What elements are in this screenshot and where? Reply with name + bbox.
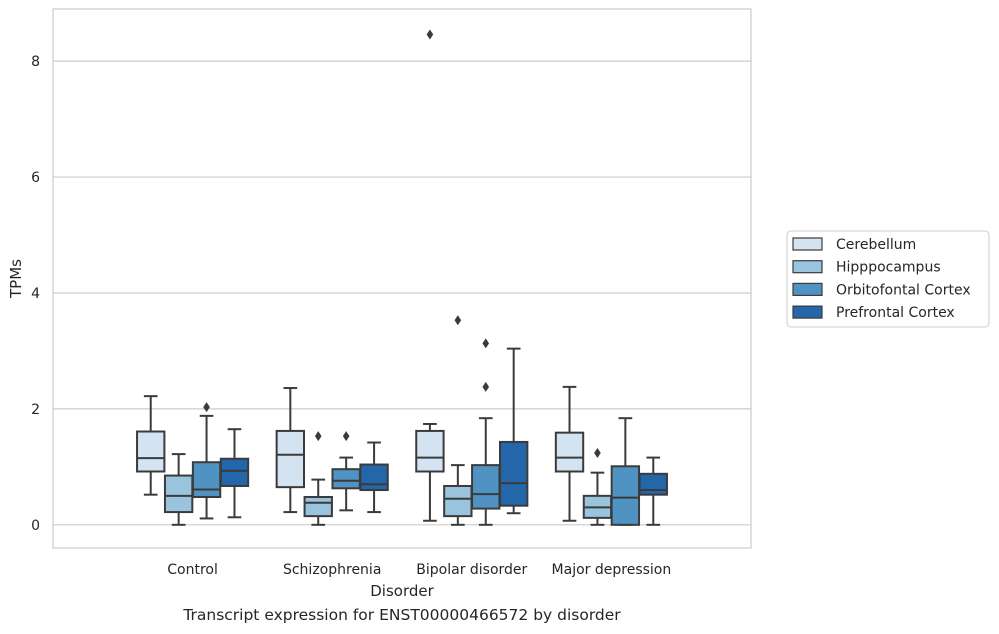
iqr-box — [638, 472, 668, 496]
outlier-point — [314, 431, 322, 442]
box-0-2 — [415, 29, 445, 522]
figure-caption: Transcript expression for ENST0000046657… — [183, 606, 621, 624]
iqr-box — [219, 457, 250, 487]
outlier-point — [594, 447, 601, 458]
iqr-box — [498, 440, 529, 507]
iqr-box — [415, 429, 445, 473]
outlier-point — [482, 338, 490, 349]
iqr-box — [443, 484, 473, 518]
y-tick-label: 0 — [31, 518, 40, 534]
iqr-box — [331, 468, 361, 490]
box-3-1 — [359, 441, 389, 514]
iqr-box — [136, 430, 166, 473]
outlier-point — [203, 402, 210, 413]
y-axis: 0 2 4 6 8 — [31, 54, 40, 534]
box-1-1 — [303, 431, 333, 526]
box-3-0 — [219, 428, 250, 519]
outlier-point — [342, 431, 350, 442]
legend-label: Orbitofontal Cortex — [836, 282, 971, 298]
legend-swatch — [792, 282, 823, 296]
y-tick-label: 4 — [31, 286, 40, 302]
legend-label: Cerebellum — [836, 237, 916, 253]
iqr-box — [554, 431, 585, 473]
outlier-point — [426, 29, 434, 40]
legend-label: Hipppocampus — [836, 260, 941, 276]
y-tick-label: 6 — [31, 170, 40, 186]
box-2-3 — [610, 417, 641, 526]
iqr-box — [275, 429, 306, 489]
box-1-3 — [582, 447, 613, 526]
plot-frame — [52, 8, 752, 549]
legend-swatch — [792, 260, 823, 274]
x-tick-label: Bipolar disorder — [416, 562, 527, 578]
box-3-3 — [638, 456, 668, 526]
x-tick-label: Major depression — [552, 562, 672, 578]
boxes-layer — [136, 29, 668, 526]
x-axis: Control Schizophrenia Bipolar disorder Majo… — [167, 562, 671, 578]
x-axis-title: Disorder — [370, 582, 434, 600]
legend: Cerebellum Hipppocampus Orbitofontal Corte… — [786, 230, 990, 328]
legend-frame — [786, 230, 990, 328]
y-tick-label: 2 — [31, 402, 40, 418]
legend-swatch — [792, 237, 823, 251]
y-axis-title: TPMs — [7, 259, 25, 299]
box-1-0 — [163, 453, 194, 526]
box-3-2 — [498, 347, 529, 515]
outlier-point — [482, 381, 490, 392]
x-tick-label: Schizophrenia — [283, 562, 381, 578]
box-0-3 — [554, 385, 585, 522]
box-0-1 — [275, 387, 306, 514]
box-1-2 — [443, 315, 473, 526]
x-tick-label: Control — [167, 562, 218, 578]
outlier-point — [454, 315, 462, 326]
iqr-box — [471, 464, 501, 510]
box-0-0 — [136, 395, 166, 496]
iqr-box — [303, 495, 333, 518]
y-tick-label: 8 — [31, 54, 40, 70]
iqr-box — [191, 461, 222, 498]
iqr-box — [610, 465, 641, 526]
iqr-box — [359, 463, 389, 492]
legend-label: Prefrontal Cortex — [836, 305, 955, 321]
legend-swatch — [792, 305, 823, 319]
iqr-box — [163, 474, 194, 514]
